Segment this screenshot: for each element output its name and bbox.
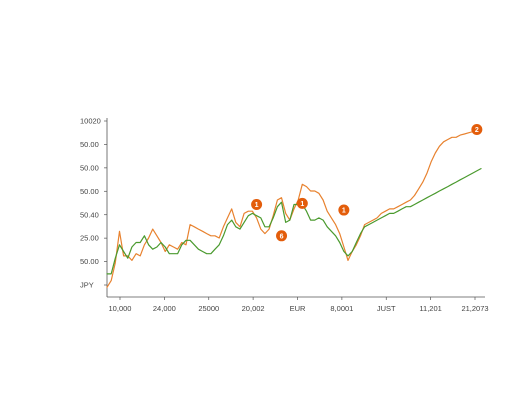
series-line-2 (106, 168, 482, 275)
y-tick-labels: 10020 50.00 50.00 50.00 50.40 25.00 50.00 JPY (80, 117, 107, 290)
y-tick-label: 50.00 (80, 187, 99, 196)
annotation-marker-label: 6 (280, 233, 284, 240)
annotation-marker-label: 2 (475, 127, 479, 134)
x-tick-labels: 10,000 24,000 25000 20,002 EUR 8,0001 JUST 11,2… (109, 297, 489, 313)
x-tick-label: 11,201 (419, 304, 441, 313)
y-tick-label: 50.00 (80, 257, 99, 266)
annotation-marker-label: 1 (255, 202, 259, 209)
annotation-marker-label: 1 (300, 201, 304, 208)
annotation-marker: 2 (471, 123, 483, 135)
y-tick-label: 50.40 (80, 210, 99, 219)
x-tick-label: 10,000 (109, 304, 132, 313)
annotation-marker-dot (276, 230, 288, 242)
x-tick-label: 21,2073 (461, 304, 488, 313)
x-tick-label: JUST (377, 304, 396, 313)
y-tick-label: 50.00 (80, 140, 99, 149)
x-tick-label: 24,000 (153, 304, 176, 313)
annotation-marker: 6 (276, 230, 288, 242)
series-layer (106, 128, 482, 288)
x-tick-label: EUR (290, 304, 306, 313)
x-tick-label: 20,002 (242, 304, 265, 313)
series-line-1 (106, 128, 482, 288)
x-tick-label: 25000 (198, 304, 219, 313)
chart-axes (106, 118, 485, 298)
annotation-marker: 1 (296, 197, 308, 209)
y-tick-label: JPY (80, 281, 94, 290)
annotation-marker: 1 (338, 204, 350, 216)
annotation-marker: 1 (251, 198, 263, 210)
annotation-marker-dot (471, 123, 483, 135)
annotation-marker-dot (251, 198, 263, 210)
y-tick-label: 50.00 (80, 163, 99, 172)
y-tick-label: 25.00 (80, 234, 99, 243)
x-tick-label: 8,0001 (330, 304, 353, 313)
annotation-marker-label: 1 (342, 208, 346, 215)
annotation-marker-dot (296, 197, 308, 209)
annotation-marker-dot (338, 204, 350, 216)
y-tick-label: 10020 (80, 117, 101, 126)
